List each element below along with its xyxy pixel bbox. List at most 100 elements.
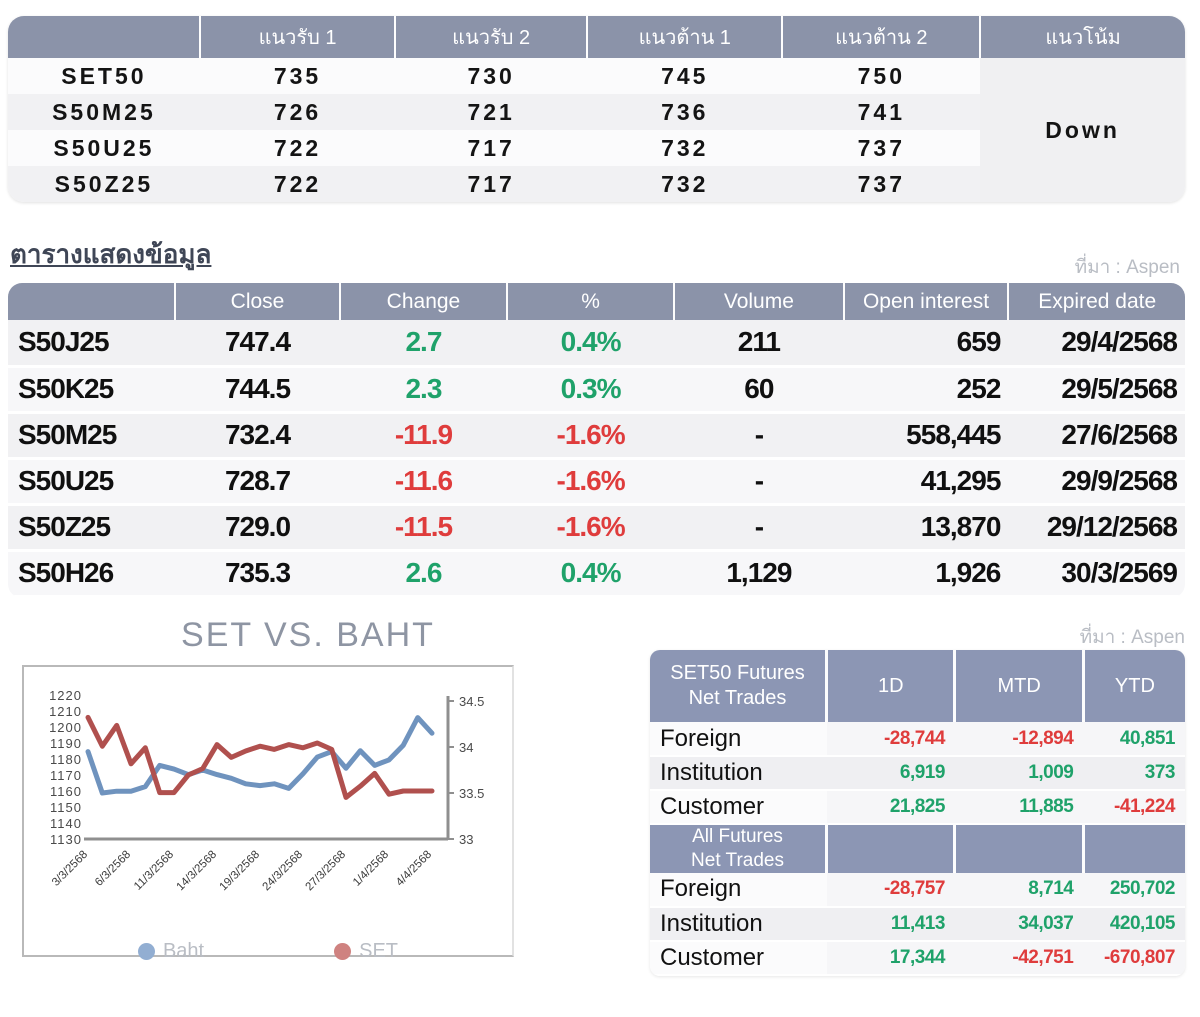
- resistance1-value: 732: [587, 166, 783, 202]
- baht-legend-dot-icon: [137, 943, 155, 960]
- ticker-cell: S50M25: [8, 412, 176, 460]
- net-1d-cell: -28,744: [826, 722, 955, 757]
- close-cell: 729.0: [175, 504, 340, 552]
- svg-text:33.5: 33.5: [459, 786, 484, 801]
- source-label: ที่มา : Aspen: [1074, 257, 1180, 278]
- set-baht-chart-svg: 1220121012001190118011701160115011401130…: [49, 688, 484, 894]
- svg-text:4/4/2568: 4/4/2568: [394, 849, 434, 889]
- net-mtd-cell: -42,751: [954, 940, 1084, 976]
- source-label: ที่มา : Aspen: [1079, 627, 1185, 648]
- table-row: S50H26 735.3 2.6 0.4% 1,129 1,926 30/3/2…: [8, 550, 1185, 598]
- net-mtd-cell: 34,037: [954, 906, 1084, 942]
- net-1d-cell: 21,825: [826, 790, 955, 825]
- resistance1-value: 736: [587, 94, 783, 130]
- resistance1-value: 745: [587, 58, 783, 94]
- set-legend-label: SET: [359, 940, 399, 962]
- data-table-title: ตารางแสดงข้อมูล: [10, 239, 212, 269]
- expired-date-cell: 29/9/2568: [1008, 458, 1185, 506]
- chart-title: SET VS. BAHT: [181, 616, 435, 654]
- net-mtd-cell: 11,885: [954, 790, 1084, 825]
- ticker-cell: S50H26: [8, 550, 176, 598]
- svg-text:1140: 1140: [50, 816, 82, 831]
- ticker-cell: S50J25: [8, 320, 176, 368]
- support1-value: 735: [199, 58, 396, 94]
- ticker-cell: S50U25: [8, 458, 176, 506]
- svg-text:33: 33: [459, 832, 473, 847]
- expired-date-cell: 29/5/2568: [1008, 366, 1185, 414]
- pct-cell: 0.4%: [507, 320, 675, 368]
- chart-frame: 1220 1210 1200 1190 1180 1170 1160 1150 1140 1130…: [22, 665, 514, 962]
- resistance2-value: 741: [782, 94, 981, 130]
- investor-type: Foreign: [650, 722, 827, 757]
- net-trades-tables: SET50 Futures Net Trades 1D MTD YTD Fore…: [650, 650, 1185, 976]
- svg-text:24/3/2568: 24/3/2568: [260, 849, 305, 894]
- svg-text:1150: 1150: [50, 800, 82, 815]
- expired-date-cell: 27/6/2568: [1008, 412, 1185, 460]
- all-net-trades-title: All Futures Net Trades: [650, 824, 827, 873]
- all-net-trades-header-row: All Futures Net Trades: [650, 824, 1185, 873]
- data-header-pct: %: [506, 283, 675, 320]
- trend-value: Down: [980, 58, 1185, 202]
- change-cell: -11.5: [339, 504, 508, 552]
- close-cell: 744.5: [175, 366, 340, 414]
- support1-value: 722: [199, 166, 396, 202]
- expired-date-cell: 29/12/2568: [1008, 504, 1185, 552]
- all-header-spacer: [1081, 824, 1185, 873]
- open-interest-cell: 659: [843, 320, 1009, 368]
- ticker-cell: S50K25: [8, 366, 176, 414]
- svg-text:14/3/2568: 14/3/2568: [174, 849, 219, 894]
- chart-legend: Baht SET: [24, 940, 512, 963]
- table-row: Foreign -28,757 8,714 250,702: [650, 872, 1185, 908]
- levels-header-resistance2: แนวต้าน 2: [781, 16, 981, 58]
- svg-text:1190: 1190: [50, 736, 82, 751]
- svg-text:1180: 1180: [50, 752, 82, 767]
- svg-text:34.5: 34.5: [459, 694, 484, 709]
- change-cell: 2.7: [339, 320, 508, 368]
- table-row: S50U25 722 717 732 737: [8, 130, 1185, 166]
- close-cell: 732.4: [175, 412, 340, 460]
- pct-cell: 0.4%: [507, 550, 675, 598]
- col-header-ytd: YTD: [1081, 650, 1185, 722]
- close-cell: 728.7: [175, 458, 340, 506]
- net-ytd-cell: -670,807: [1083, 940, 1185, 976]
- net-1d-cell: 11,413: [826, 906, 955, 942]
- pct-cell: -1.6%: [507, 458, 675, 506]
- support1-value: 726: [199, 94, 396, 130]
- svg-text:1220: 1220: [49, 688, 82, 703]
- investor-type: Foreign: [650, 872, 827, 908]
- table-row: S50Z25 729.0 -11.5 -1.6% - 13,870 29/12/…: [8, 504, 1185, 552]
- net-mtd-cell: -12,894: [954, 722, 1084, 757]
- levels-header-support2: แนวรับ 2: [394, 16, 588, 58]
- volume-cell: 211: [674, 320, 844, 368]
- net-ytd-cell: 40,851: [1083, 722, 1185, 757]
- all-header-spacer: [953, 824, 1084, 873]
- pct-cell: 0.3%: [507, 366, 675, 414]
- svg-text:19/3/2568: 19/3/2568: [217, 849, 262, 894]
- net-ytd-cell: 250,702: [1083, 872, 1185, 908]
- levels-header-trend: แนวโน้ม: [979, 16, 1185, 58]
- svg-text:11/3/2568: 11/3/2568: [132, 849, 176, 893]
- svg-text:27/3/2568: 27/3/2568: [303, 849, 348, 894]
- resistance2-value: 750: [782, 58, 981, 94]
- col-header-1d: 1D: [825, 650, 955, 722]
- investor-type: Institution: [650, 906, 827, 942]
- net-1d-cell: 17,344: [826, 940, 955, 976]
- support2-value: 717: [395, 130, 588, 166]
- change-cell: -11.6: [339, 458, 508, 506]
- data-header-row: Close Change % Volume Open interest Expi…: [8, 283, 1185, 320]
- all-title-line1: All Futures: [692, 826, 783, 847]
- svg-text:1130: 1130: [50, 832, 82, 847]
- table-row: Customer 21,825 11,885 -41,224: [650, 790, 1185, 825]
- table-row: S50M25 732.4 -11.9 -1.6% - 558,445 27/6/…: [8, 412, 1185, 460]
- net-mtd-cell: 8,714: [954, 872, 1084, 908]
- table-row: S50M25 726 721 736 741: [8, 94, 1185, 130]
- open-interest-cell: 1,926: [843, 550, 1009, 598]
- set-vs-baht-chart: SET VS. BAHT 1220 1210 1200 1190 1180 1170 116…: [22, 616, 514, 962]
- change-cell: -11.9: [339, 412, 508, 460]
- instrument-name: S50M25: [8, 94, 200, 130]
- instrument-name: S50Z25: [8, 166, 200, 202]
- svg-text:6/3/2568: 6/3/2568: [93, 849, 133, 889]
- table-row: Institution 6,919 1,009 373: [650, 756, 1185, 791]
- svg-text:1160: 1160: [50, 784, 82, 799]
